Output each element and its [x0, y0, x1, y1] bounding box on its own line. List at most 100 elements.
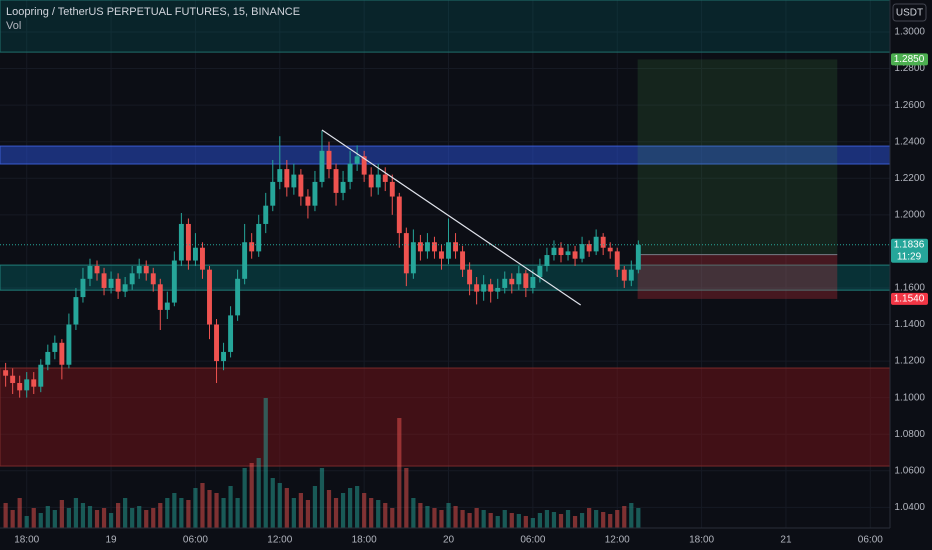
volume-bar — [52, 510, 57, 528]
volume-bar — [425, 506, 430, 528]
volume-bar — [509, 513, 514, 528]
candle-body — [228, 315, 234, 352]
position-profit — [637, 59, 838, 255]
x-tick-label: 06:00 — [858, 535, 883, 546]
candle-body — [298, 174, 304, 197]
candle-body — [192, 247, 198, 261]
candle-body — [38, 364, 44, 387]
volume-bar — [59, 500, 64, 528]
volume-bar — [228, 486, 233, 528]
zone — [0, 367, 891, 467]
y-tick-label: 1.0800 — [894, 429, 925, 440]
candle-body — [200, 247, 205, 270]
y-tick-label: 1.0600 — [894, 465, 925, 476]
volume-bar — [594, 510, 599, 528]
volume-bar — [130, 508, 135, 528]
volume-bar — [312, 486, 318, 528]
volume-bar — [165, 498, 170, 528]
y-tick-label: 1.1400 — [894, 319, 925, 330]
candle-body — [178, 223, 184, 261]
candle-body — [284, 169, 290, 188]
volume-bar — [333, 498, 339, 528]
candle-body — [375, 174, 381, 188]
candle-body — [263, 205, 269, 224]
candle-body — [467, 269, 473, 285]
volume-bar — [319, 468, 325, 528]
candle-body — [516, 273, 522, 285]
x-tick-label: 06:00 — [183, 535, 208, 546]
price-label: 1.1540 — [894, 294, 925, 305]
candle-body — [537, 266, 543, 277]
volume-bar — [123, 498, 128, 528]
volume-bar — [397, 418, 402, 528]
candle-body — [214, 324, 219, 362]
volume-bar — [587, 508, 592, 528]
candle-body — [333, 169, 339, 193]
candle-body — [45, 351, 51, 365]
volume-bar — [214, 493, 219, 528]
y-tick-label: 1.2000 — [894, 209, 925, 220]
volume-bar — [17, 498, 22, 528]
candle-body — [235, 278, 241, 316]
volume-bar — [460, 510, 465, 528]
volume-bar — [3, 503, 8, 528]
y-tick-label: 1.2200 — [894, 173, 925, 184]
volume-bar — [151, 508, 156, 528]
candle-body — [207, 269, 212, 325]
x-tick-label: 06:00 — [520, 535, 545, 546]
volume-bar — [383, 503, 388, 528]
volume-bar — [66, 508, 72, 528]
volume-bar — [80, 503, 86, 528]
candle-body — [270, 181, 276, 206]
volume-bar — [256, 458, 261, 528]
volume-bar — [108, 513, 114, 528]
volume-bar — [474, 508, 479, 528]
volume-bar — [629, 503, 634, 528]
volume-bar — [340, 493, 346, 528]
candle-body — [446, 242, 451, 259]
volume-bar — [298, 493, 303, 528]
currency-button[interactable] — [892, 3, 927, 22]
price-label-box — [891, 292, 928, 305]
candle-body — [277, 169, 283, 182]
volume-label: Vol — [6, 20, 21, 32]
candle-body — [326, 150, 332, 170]
y-tick-label: 1.2400 — [894, 136, 925, 147]
volume-bar — [200, 483, 205, 528]
volume-bar — [73, 498, 79, 528]
volume-bar — [277, 483, 282, 528]
x-tick-label: 18:00 — [14, 535, 39, 546]
volume-bar — [418, 503, 423, 528]
position-loss — [637, 254, 838, 299]
candle-body — [502, 278, 508, 288]
price-label-box — [891, 238, 928, 263]
candle-body — [10, 375, 16, 384]
candle-body — [361, 156, 367, 175]
volume-bar — [242, 468, 247, 528]
candle-body — [382, 174, 388, 182]
candle-body — [59, 342, 65, 365]
candle-body — [108, 278, 114, 288]
volume-bar — [376, 500, 381, 528]
candle-body — [586, 244, 592, 252]
price-label: 1.1836 — [894, 239, 925, 250]
volume-bar — [94, 510, 100, 528]
currency-label[interactable]: USDT — [896, 8, 923, 19]
candle-body — [495, 287, 501, 292]
candle-body — [558, 247, 564, 256]
price-label: 1.2850 — [894, 54, 925, 65]
x-tick-label: 20 — [443, 535, 455, 546]
x-tick-label: 21 — [780, 535, 792, 546]
candle-body — [424, 242, 430, 252]
candle-body — [396, 196, 402, 234]
candle-body — [87, 266, 93, 279]
volume-bar — [355, 486, 360, 528]
volume-bar — [158, 503, 163, 528]
volume-bar — [537, 513, 543, 528]
candle-body — [530, 276, 536, 288]
volume-bar — [221, 498, 226, 528]
candle-body — [164, 302, 170, 310]
volume-bar — [305, 500, 311, 528]
candle-body — [431, 242, 437, 252]
